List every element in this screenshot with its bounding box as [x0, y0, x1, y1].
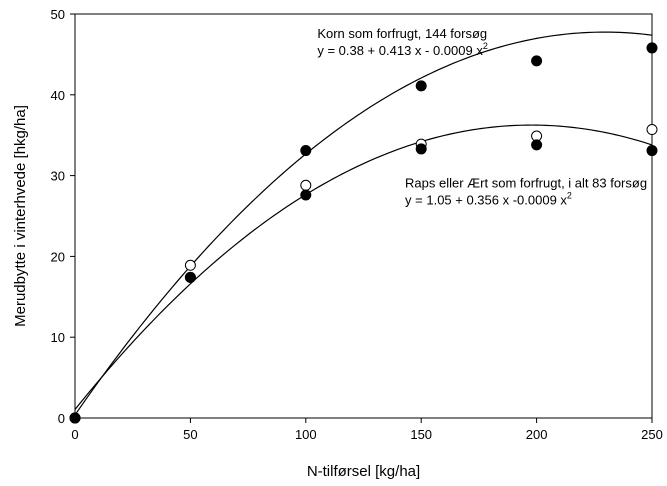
point-s1-5: [646, 145, 658, 157]
y-tick-label-0: 0: [58, 411, 65, 426]
annotation-1-equation: y = 1.05 + 0.356 x -0.0009 x2: [405, 191, 572, 208]
point-s1-4: [531, 139, 543, 151]
point-s2-2: [300, 179, 312, 191]
point-s1-3: [415, 143, 427, 155]
x-axis-label: N-tilførsel [kg/ha]: [307, 463, 420, 480]
point-s0-2: [300, 145, 312, 157]
x-tick-label-3: 150: [410, 427, 432, 442]
x-tick-label-0: 0: [71, 427, 78, 442]
point-s1-1: [184, 271, 196, 283]
point-s1-0: [69, 412, 81, 424]
annotation-1-title: Raps eller Ært som forfrugt, i alt 83 fo…: [405, 176, 647, 191]
axes: 0 50 100 150 200 250 0 10 20 30 40 50: [51, 7, 663, 442]
y-tick-label-1: 10: [51, 330, 65, 345]
annotation-0-superscript: 2: [483, 41, 488, 51]
x-tick-label-4: 200: [526, 427, 548, 442]
point-s2-5: [646, 124, 658, 136]
point-s0-5: [646, 42, 658, 54]
annotation-0-title: Korn som forfrugt, 144 forsøg: [317, 26, 487, 41]
fit-curve-0: [74, 31, 653, 416]
y-tick-label-5: 50: [51, 7, 65, 22]
point-s0-3: [415, 80, 427, 92]
point-s2-1: [184, 259, 196, 271]
annotation-0-equation: y = 0.38 + 0.413 x - 0.0009 x2: [317, 41, 488, 58]
fit-curves: [74, 31, 653, 416]
fit-curve-1: [74, 124, 653, 410]
annotation-1-superscript: 2: [567, 191, 572, 201]
point-s0-4: [531, 55, 543, 67]
point-s1-2: [300, 189, 312, 201]
y-tick-label-3: 30: [51, 169, 65, 184]
data-points: [69, 42, 658, 424]
x-tick-label-2: 100: [295, 427, 317, 442]
y-tick-label-4: 40: [51, 88, 65, 103]
x-tick-label-1: 50: [183, 427, 197, 442]
y-tick-label-2: 20: [51, 249, 65, 264]
plot-frame: [74, 13, 653, 419]
y-axis-label: Merudbytte i vinterhvede [hkg/ha]: [12, 105, 29, 327]
x-tick-label-5: 250: [641, 427, 663, 442]
